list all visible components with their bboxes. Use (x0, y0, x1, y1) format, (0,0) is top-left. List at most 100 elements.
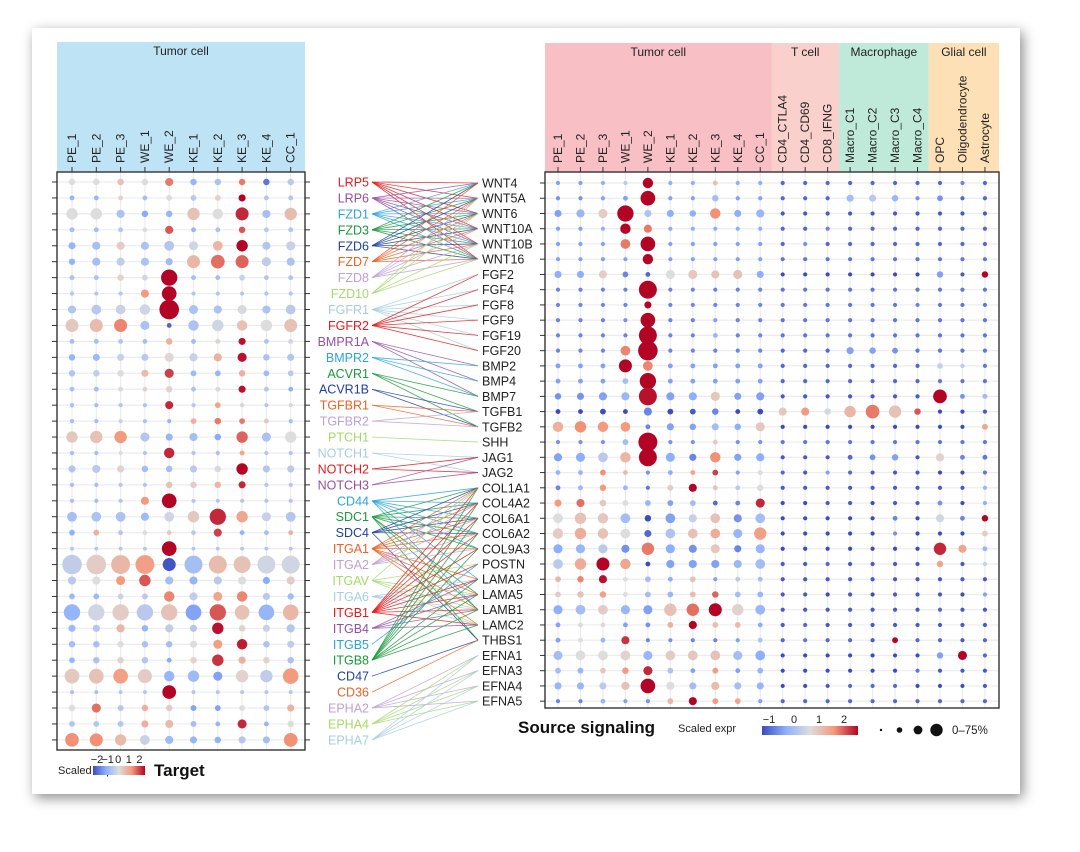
target-dot-ITGAV-KE_4 (262, 576, 270, 585)
source-dot-FGF4-KE_4 (735, 287, 740, 292)
source-dot-POSTN-PE_3 (596, 557, 610, 571)
source-dot-TGFB1-Macro_C3 (888, 405, 902, 418)
target-dot-EPHA2-KE_4 (263, 705, 270, 711)
source-dot-SHH-KE_2 (690, 439, 695, 445)
target-dot-LRP6-KE_3 (238, 194, 246, 202)
source-dot-POSTN-KE_1 (666, 559, 675, 569)
interaction-EPHA7-EFNA4 (371, 685, 479, 741)
target-dot-TGFBR1-KE_1 (191, 403, 196, 408)
source-dot-WNT4-Oligodendrocyte (960, 180, 965, 186)
target-dot-TGFBR1-KE_2 (214, 402, 221, 409)
target-dot-ACVR1-WE_2 (164, 368, 174, 378)
target-dot-SDC1-PE_3 (115, 511, 126, 522)
source-dot-WNT6-PE_3 (598, 208, 608, 219)
source-column-label: CD8_IFNG (821, 104, 835, 163)
source-dot-FGF20-Oligodendrocyte (960, 348, 965, 353)
source-dot-WNT10A-Astrocyte (982, 226, 988, 231)
interaction-lines (371, 181, 479, 741)
interaction-NOTCH2-JAG1 (371, 456, 479, 470)
source-dot-JAG2-PE_1 (555, 470, 561, 475)
source-dot-TGFB2-KE_3 (711, 423, 719, 431)
target-dot-FZD7-KE_4 (261, 257, 271, 267)
target-dot-PTCH1-PE_1 (66, 431, 78, 443)
ligand-label: COL6A2 (482, 527, 530, 541)
target-dot-CD44-PE_3 (118, 498, 123, 503)
source-dot-BMP2-WE_1 (618, 359, 632, 373)
target-dot-ITGAV-PE_2 (92, 576, 101, 585)
target-dot-CD44-KE_1 (191, 498, 196, 503)
source-dot-COL6A1-KE_3 (710, 513, 721, 524)
source-dot-JAG2-WE_2 (645, 470, 650, 475)
source-dot-EFNA1-WE_1 (620, 650, 631, 661)
source-dot-BMP4-CD4_CD69 (803, 379, 808, 384)
source-dot-WNT5A-CD8_IFNG (825, 196, 830, 201)
source-dot-FGF2-Macro_C2 (870, 272, 875, 277)
ligand-label: POSTN (482, 558, 525, 572)
source-dot-WNT16-Astrocyte (982, 257, 988, 262)
interaction-SDC1-LAMB1 (371, 516, 479, 611)
source-dot-WNT6-CD4_CTLA4 (780, 211, 785, 216)
target-dot-ITGA1-PE_3 (118, 546, 123, 551)
target-column-label: WE_1 (138, 130, 152, 163)
source-dot-EFNA1-CD4_CTLA4 (780, 653, 785, 658)
source-dot-TGFB1-KE_3 (712, 408, 719, 415)
source-dot-THBS1-CD4_CD69 (803, 638, 808, 643)
source-dot-FGF2-PE_3 (598, 270, 607, 279)
target-dot-FZD8-KE_2 (215, 275, 221, 281)
ligand-label: LAMB1 (482, 603, 523, 617)
size-legend-dot (896, 727, 903, 733)
source-dot-WNT4-Macro_C2 (870, 180, 875, 186)
interaction-ITGAV-COL1A1 (371, 487, 479, 581)
source-group-label: Glial cell (941, 45, 986, 59)
source-dot-EFNA5-Macro_C2 (870, 699, 875, 704)
source-dot-WNT4-Macro_C1 (848, 180, 853, 186)
source-dot-LAMB1-CC_1 (755, 604, 766, 615)
source-dot-LAMA3-WE_2 (644, 576, 651, 583)
source-dot-BMP4-PE_1 (555, 378, 561, 384)
source-dot-BMP2-KE_4 (735, 363, 741, 369)
target-dot-EPHA2-KE_2 (214, 705, 221, 711)
source-colorbar (762, 726, 858, 735)
source-dot-FGF20-Macro_C3 (892, 347, 898, 354)
source-dot-FGF19-KE_2 (690, 333, 695, 338)
source-dot-LAMA3-Macro_C1 (848, 577, 853, 582)
source-dot-COL1A1-CC_1 (756, 484, 764, 492)
target-dot-FZD6-WE_1 (140, 241, 149, 250)
target-dot-NOTCH2-PE_2 (92, 464, 101, 473)
target-dot-EPHA4-KE_4 (263, 721, 269, 727)
target-dot-FZD10-PE_2 (94, 291, 99, 296)
source-dot-FGF4-Astrocyte (982, 287, 988, 292)
source-dot-COL6A1-CD8_IFNG (825, 516, 830, 521)
source-dot-LAMA3-KE_1 (667, 576, 673, 582)
source-dot-WNT5A-KE_3 (712, 195, 719, 202)
source-dot-SHH-Macro_C1 (848, 439, 853, 445)
source-dot-WNT6-CC_1 (756, 209, 765, 218)
source-dot-FGF8-PE_3 (600, 302, 606, 308)
target-dot-ITGB8-WE_1 (141, 656, 149, 664)
source-dot-COL6A1-PE_2 (574, 512, 587, 524)
target-dot-ACVR1B-PE_3 (118, 386, 124, 392)
target-dot-FZD3-KE_3 (238, 226, 246, 234)
source-dot-COL1A1-CD8_IFNG (825, 485, 830, 490)
source-dot-LAMB1-PE_3 (598, 604, 608, 615)
source-dot-LAMA5-KE_1 (667, 591, 674, 598)
interaction-LRP5-WNT4 (371, 181, 479, 184)
target-dot-ITGAV-KE_1 (189, 576, 198, 585)
target-dot-CD47-PE_2 (88, 668, 104, 684)
target-dot-ITGB5-CC_1 (287, 640, 295, 648)
source-dot-BMP4-PE_2 (578, 378, 583, 384)
source-dot-SHH-PE_2 (578, 439, 583, 445)
target-dot-CD47-KE_3 (235, 669, 249, 683)
source-dot-WNT6-Oligodendrocyte (960, 211, 965, 216)
source-dot-FGF20-KE_3 (713, 348, 718, 353)
target-dot-LRP6-PE_2 (93, 195, 99, 201)
target-dot-BMPR1A-PE_1 (69, 338, 75, 344)
target-colorbar-tick: −1 (101, 754, 114, 766)
source-dot-FGF20-Macro_C1 (846, 347, 854, 355)
source-dot-JAG1-KE_1 (665, 452, 675, 462)
source-dot-EFNA1-CC_1 (755, 650, 766, 661)
source-dot-WNT10A-KE_3 (713, 226, 718, 231)
target-dot-NOTCH3-KE_3 (238, 481, 246, 489)
target-dot-LRP6-WE_1 (142, 195, 148, 201)
target-dot-FZD6-KE_4 (262, 241, 271, 250)
